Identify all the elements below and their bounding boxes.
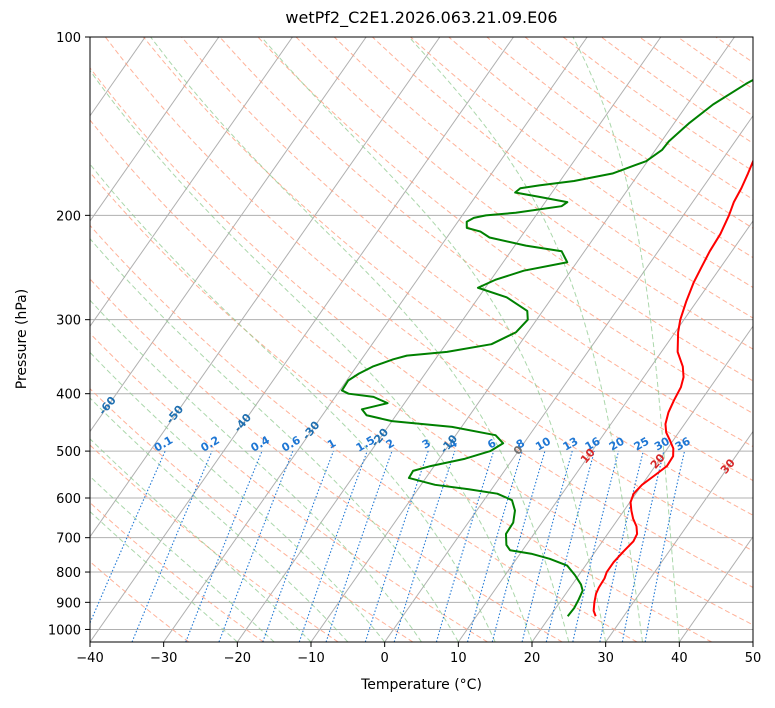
dry-adiabat — [181, 37, 753, 482]
y-tick-label: 1000 — [48, 623, 81, 638]
x-tick-label: 10 — [450, 651, 467, 666]
y-tick-label: 300 — [56, 314, 81, 329]
x-tick-label: −30 — [150, 651, 177, 666]
isotherm-gridline — [90, 37, 367, 433]
isotherm-gridline — [90, 37, 220, 222]
x-tick-label: 50 — [745, 651, 762, 666]
mixing-ratio-line — [644, 450, 686, 642]
mixing-ratio-line — [325, 450, 393, 642]
dry-adiabat — [295, 37, 753, 382]
dry-adiabat — [372, 37, 753, 319]
x-tick-label: 0 — [381, 651, 389, 666]
mixing-ratio-line — [218, 450, 294, 642]
x-tick-label: 30 — [597, 651, 614, 666]
isotherm-gridline — [605, 430, 753, 642]
mixing-ratio-line — [298, 450, 368, 642]
isotherm-gridline — [163, 37, 588, 642]
mixing-ratio-line — [185, 450, 263, 642]
y-tick-label: 900 — [56, 596, 81, 611]
moist-adiabat — [408, 37, 643, 642]
dry-adiabat — [104, 37, 753, 552]
mixing-ratio-line — [435, 450, 495, 642]
y-tick-label: 700 — [56, 532, 81, 547]
temperature-profile — [592, 158, 753, 617]
isotherm-gridline — [752, 641, 753, 642]
y-tick-label: 200 — [56, 209, 81, 224]
isotherm-gridline — [0, 37, 72, 642]
mixing-ratio-line — [131, 450, 213, 642]
moist-adiabat — [90, 397, 349, 642]
x-axis-label: Temperature (°C) — [361, 677, 482, 693]
moist-adiabat — [90, 163, 496, 642]
dry-adiabat — [90, 560, 190, 642]
y-tick-label: 500 — [56, 445, 81, 460]
moist-adiabat — [572, 37, 680, 642]
x-tick-label: 40 — [671, 651, 688, 666]
isotherm-gridline — [678, 535, 753, 642]
moist-adiabat — [150, 37, 570, 642]
mixing-ratio-line — [90, 450, 166, 625]
mixing-ratio-line — [262, 450, 334, 642]
moist-adiabat — [90, 237, 459, 642]
moist-adiabat — [90, 475, 275, 642]
mixing-ratio-line — [521, 450, 573, 642]
y-axis-label: Pressure (hPa) — [14, 288, 30, 390]
dry-adiabat — [90, 388, 414, 642]
isotherm-gridline — [90, 37, 293, 328]
moist-adiabat — [261, 37, 607, 642]
isotherm-gridline — [90, 37, 514, 642]
moist-adiabat — [90, 299, 422, 642]
dry-adiabat — [90, 332, 488, 642]
x-tick-label: −20 — [224, 651, 251, 666]
mixing-ratio-line — [621, 450, 665, 642]
moist-adiabat — [90, 351, 386, 642]
plot-area — [0, 37, 753, 642]
mixing-ratio-line — [491, 450, 546, 642]
mixing-ratio-line — [393, 450, 456, 642]
y-tick-label: 100 — [56, 31, 81, 46]
isotherm-gridline — [310, 37, 735, 642]
dry-adiabat — [90, 119, 753, 626]
dry-adiabat — [90, 278, 563, 642]
x-tick-label: −10 — [297, 651, 324, 666]
isotherm-gridline — [384, 114, 753, 642]
mixing-ratio-line — [364, 450, 429, 642]
mixing-ratio-line — [572, 450, 620, 642]
dry-adiabat — [143, 37, 753, 516]
dry-adiabat — [333, 37, 753, 350]
dry-adiabat — [90, 444, 339, 642]
dry-adiabat — [90, 171, 712, 642]
x-tick-label: 20 — [524, 651, 541, 666]
y-tick-label: 600 — [56, 492, 81, 507]
dewpoint-profile — [340, 78, 753, 617]
plot-background — [90, 37, 753, 642]
y-tick-label: 800 — [56, 566, 81, 581]
x-tick-label: −40 — [76, 651, 103, 666]
isotherm-gridline — [236, 37, 662, 642]
plot-frame — [89, 36, 754, 643]
moist-adiabat — [90, 438, 312, 642]
y-tick-label: 400 — [56, 388, 81, 403]
moist-adiabat — [90, 69, 533, 642]
chart-title: wetPf2_C2E1.2026.063.21.09.E06 — [285, 8, 558, 27]
mixing-ratio-line — [466, 450, 523, 642]
isotherm-gridline — [457, 220, 753, 642]
isotherm-gridline — [90, 37, 441, 538]
isotherm-gridline — [531, 325, 753, 642]
dry-adiabat — [90, 67, 753, 588]
